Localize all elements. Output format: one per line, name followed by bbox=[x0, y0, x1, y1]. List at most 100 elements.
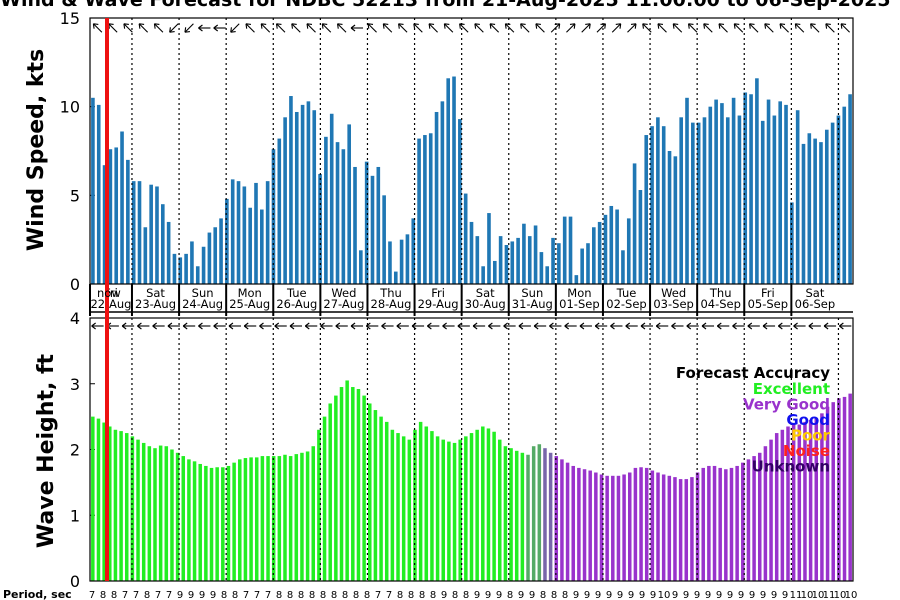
period-value: 8 bbox=[430, 590, 436, 600]
wave-bar bbox=[170, 449, 174, 581]
period-value: 8 bbox=[463, 590, 469, 600]
wind-bar bbox=[271, 149, 276, 284]
wind-bar bbox=[160, 204, 165, 284]
wind-bar bbox=[539, 252, 544, 284]
wave-bar bbox=[221, 467, 225, 581]
period-value: 7 bbox=[122, 590, 128, 600]
wave-bar bbox=[690, 477, 694, 581]
wind-bar bbox=[388, 241, 392, 284]
wave-bar bbox=[526, 454, 530, 581]
period-value: 9 bbox=[210, 590, 216, 600]
wind-bar bbox=[324, 136, 328, 284]
wave-bar bbox=[164, 446, 169, 581]
wind-bar bbox=[592, 227, 596, 284]
wind-direction-arrows bbox=[92, 23, 851, 33]
wind-day-gridlines bbox=[131, 18, 840, 284]
wave-bar bbox=[695, 472, 700, 581]
wave-direction-arrow bbox=[610, 322, 623, 330]
period-value: 8 bbox=[342, 590, 348, 600]
period-value: 9 bbox=[650, 590, 656, 600]
wind-bar bbox=[795, 110, 800, 284]
day-date-label: 05-Sep bbox=[748, 297, 788, 311]
period-value: 8 bbox=[507, 590, 513, 600]
wind-bar bbox=[522, 223, 526, 284]
wave-bar bbox=[305, 451, 310, 581]
wave-ytick-label: 1 bbox=[70, 506, 80, 525]
day-date-label: 24-Aug bbox=[182, 297, 223, 311]
wave-bar bbox=[656, 472, 660, 581]
day-date-label: 06-Sep bbox=[795, 297, 835, 311]
wave-bar bbox=[390, 429, 395, 581]
wind-bar bbox=[423, 135, 427, 284]
wind-bar bbox=[743, 92, 748, 284]
wind-bar bbox=[632, 163, 637, 284]
wave-bar bbox=[565, 462, 570, 581]
day-date-label: 25-Aug bbox=[229, 297, 270, 311]
wind-direction-arrow bbox=[779, 23, 789, 33]
wind-direction-arrow bbox=[733, 23, 744, 33]
day-name-label: Mon bbox=[567, 286, 591, 300]
wind-bar bbox=[172, 253, 177, 284]
wave-direction-arrow bbox=[137, 322, 150, 330]
wind-bar bbox=[807, 133, 812, 284]
wind-bar bbox=[679, 117, 683, 284]
wind-bar bbox=[760, 120, 765, 284]
wind-bar bbox=[603, 214, 608, 284]
wave-bar bbox=[735, 465, 739, 581]
wave-bar bbox=[633, 467, 638, 581]
wave-direction-arrows bbox=[91, 322, 852, 330]
wind-bar bbox=[254, 182, 258, 284]
wind-bar bbox=[487, 213, 491, 284]
wind-bar bbox=[96, 104, 101, 284]
wave-bar bbox=[345, 380, 349, 581]
wave-bar bbox=[328, 403, 332, 581]
wind-bar bbox=[516, 237, 520, 284]
wind-direction-arrow bbox=[337, 23, 347, 33]
wind-direction-arrow bbox=[350, 24, 364, 32]
wind-ytick-label: 5 bbox=[70, 186, 80, 205]
wind-bar bbox=[475, 236, 480, 284]
wind-bar bbox=[533, 225, 538, 284]
day-name-label: Mon bbox=[238, 286, 262, 300]
wave-bar bbox=[260, 456, 265, 581]
period-value: 8 bbox=[551, 590, 557, 600]
period-value: 9 bbox=[727, 590, 733, 600]
wave-direction-arrow bbox=[701, 322, 715, 330]
wind-bar bbox=[667, 151, 672, 284]
wind-bar bbox=[452, 76, 456, 285]
wave-bar bbox=[752, 456, 756, 581]
period-value: 8 bbox=[562, 590, 568, 600]
wind-bar bbox=[329, 113, 334, 284]
wave-direction-arrow bbox=[304, 322, 318, 330]
period-value: 9 bbox=[485, 590, 491, 600]
wave-direction-arrow bbox=[228, 322, 241, 330]
wind-bar bbox=[784, 104, 788, 284]
wave-direction-arrow bbox=[640, 322, 653, 330]
legend-entry: Good bbox=[786, 411, 830, 429]
wave-bar bbox=[351, 387, 355, 581]
wind-bar bbox=[405, 234, 410, 284]
wind-direction-arrow bbox=[138, 23, 149, 33]
period-value: 9 bbox=[771, 590, 777, 600]
period-value: 9 bbox=[606, 590, 612, 600]
period-value: 9 bbox=[529, 590, 535, 600]
wind-bar bbox=[195, 266, 200, 284]
wave-bar bbox=[430, 431, 434, 581]
wind-bar bbox=[335, 142, 340, 284]
wind-ylabel: Wind Speed, kts bbox=[24, 49, 49, 251]
period-value: 10 bbox=[812, 590, 825, 600]
wind-direction-arrow bbox=[764, 23, 774, 33]
wind-direction-arrow bbox=[443, 23, 454, 33]
period-value: 9 bbox=[595, 590, 601, 600]
wave-direction-arrow bbox=[747, 322, 760, 330]
wind-bar bbox=[289, 96, 293, 284]
wave-bar bbox=[300, 452, 304, 581]
wind-bar bbox=[166, 221, 171, 284]
day-name-label: Thu bbox=[709, 286, 732, 300]
wave-direction-arrow bbox=[778, 322, 791, 330]
wind-direction-arrow bbox=[642, 23, 652, 33]
wind-bar bbox=[510, 241, 515, 284]
wave-direction-arrow bbox=[671, 322, 684, 330]
wind-direction-arrow bbox=[566, 23, 576, 33]
wave-bar bbox=[396, 433, 400, 581]
